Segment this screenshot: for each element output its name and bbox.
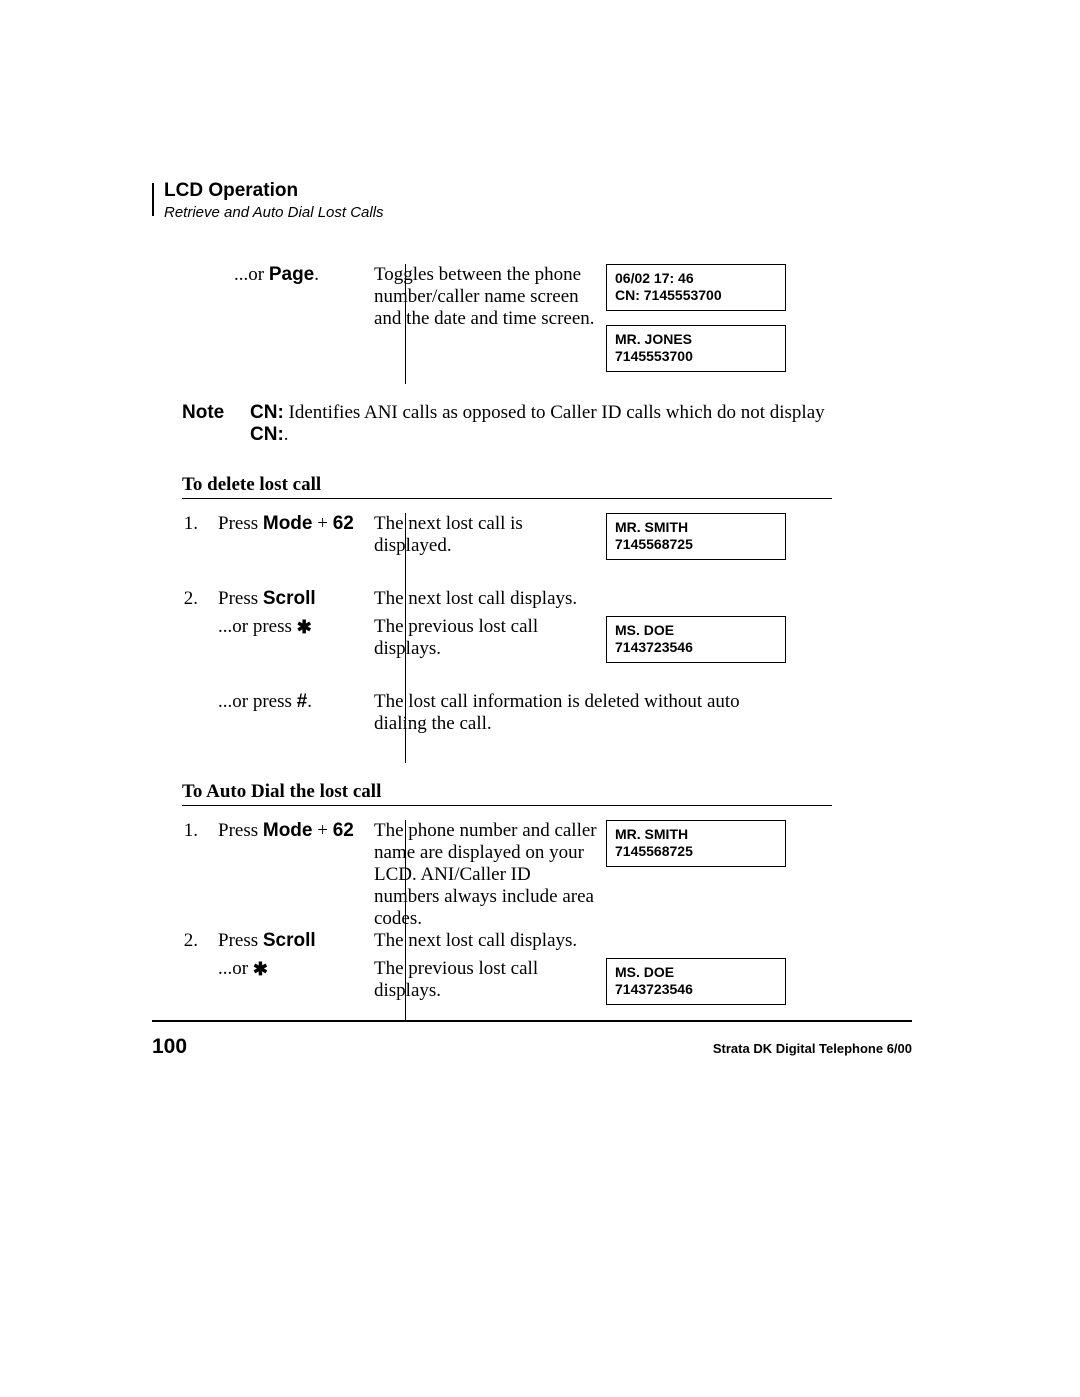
description-cell: The lost call information is deleted wit… — [374, 691, 804, 735]
lcd-column: MS. DOE 7143723546 — [606, 958, 802, 1019]
lcd-line: 7145568725 — [615, 843, 777, 860]
section-title: To Auto Dial the lost call — [182, 781, 832, 803]
description-cell: The phone number and caller name are dis… — [374, 820, 606, 930]
action-prefix: ...or — [234, 264, 269, 285]
action-prefix: ...or press — [218, 691, 297, 712]
page-header: LCD Operation Retrieve and Auto Dial Los… — [164, 180, 912, 222]
action-prefix: Press — [218, 588, 263, 609]
action-cell: Press Mode + 62 — [204, 513, 374, 535]
header-rule — [152, 183, 154, 216]
lcd-line: MS. DOE — [615, 964, 777, 981]
note-suffix: . — [284, 424, 289, 445]
section-rule — [182, 498, 832, 499]
lcd-line: MR. JONES — [615, 331, 777, 348]
lcd-display: MR. JONES 7145553700 — [606, 325, 786, 372]
lcd-display: 06/02 17: 46 CN: 7145553700 — [606, 264, 786, 311]
note-body: CN: Identifies ANI calls as opposed to C… — [250, 402, 832, 446]
action-cell: Press Scroll — [204, 930, 374, 952]
action-cell: ...or Page. — [204, 264, 374, 286]
scroll-key: Scroll — [263, 930, 316, 951]
step-number: 1. — [182, 820, 204, 842]
star-icon: ✱ — [253, 959, 268, 979]
lcd-line: MR. SMITH — [615, 519, 777, 536]
action-prefix: Press — [218, 930, 263, 951]
mode-key: Mode — [263, 513, 313, 534]
lcd-column: MS. DOE 7143723546 — [606, 616, 802, 677]
note-label: Note — [182, 402, 250, 446]
lcd-column: MR. SMITH 7145568725 — [606, 513, 802, 574]
star-icon: ✱ — [297, 617, 312, 637]
plus-text: + — [312, 820, 332, 841]
note-block: Note CN: Identifies ANI calls as opposed… — [182, 402, 832, 446]
mode-key: Mode — [263, 820, 313, 841]
header-title: LCD Operation — [164, 180, 912, 202]
column-separator — [405, 513, 406, 763]
lcd-line: CN: 7145553700 — [615, 287, 777, 304]
footer-rule — [152, 1020, 912, 1022]
header-subtitle: Retrieve and Auto Dial Lost Calls — [164, 204, 912, 222]
note-bold: CN: — [250, 424, 284, 445]
description-cell: Toggles between the phone number/caller … — [374, 264, 606, 330]
lcd-line: MS. DOE — [615, 622, 777, 639]
action-prefix: ...or — [218, 958, 253, 979]
step-number: 2. — [182, 588, 204, 610]
lcd-display: MS. DOE 7143723546 — [606, 616, 786, 663]
note-bold: CN: — [250, 402, 284, 423]
plus-text: + — [312, 513, 332, 534]
lcd-display: MS. DOE 7143723546 — [606, 958, 786, 1005]
code-text: 62 — [333, 513, 354, 534]
step-number: 2. — [182, 930, 204, 952]
lcd-line: 7143723546 — [615, 981, 777, 998]
lcd-line: MR. SMITH — [615, 826, 777, 843]
action-prefix: ...or press — [218, 616, 297, 637]
action-prefix: Press — [218, 513, 263, 534]
page-number: 100 — [152, 1035, 187, 1059]
lcd-display: MR. SMITH 7145568725 — [606, 513, 786, 560]
lcd-column: 06/02 17: 46 CN: 7145553700 MR. JONES 71… — [606, 264, 802, 386]
action-cell: ...or ✱ — [204, 958, 374, 980]
column-separator — [405, 820, 406, 1020]
description-cell: The previous lost call displays. — [374, 958, 606, 1002]
page-footer: 100 Strata DK Digital Telephone 6/00 — [152, 1035, 912, 1059]
action-prefix: Press — [218, 820, 263, 841]
lcd-line: 7143723546 — [615, 639, 777, 656]
lcd-line: 7145553700 — [615, 348, 777, 365]
action-suffix: . — [307, 691, 312, 712]
section-rule — [182, 805, 832, 806]
section-title: To delete lost call — [182, 474, 832, 496]
description-cell: The next lost call is displayed. — [374, 513, 606, 557]
lcd-line: 06/02 17: 46 — [615, 270, 777, 287]
footer-text: Strata DK Digital Telephone 6/00 — [713, 1041, 912, 1056]
hash-icon: # — [297, 691, 308, 712]
lcd-line: 7145568725 — [615, 536, 777, 553]
note-text: Identifies ANI calls as opposed to Calle… — [284, 402, 825, 423]
description-cell: The next lost call displays. — [374, 930, 606, 952]
column-separator — [405, 264, 406, 384]
description-cell: The previous lost call displays. — [374, 616, 606, 660]
scroll-key: Scroll — [263, 588, 316, 609]
action-cell: Press Mode + 62 — [204, 820, 374, 842]
lcd-column: MR. SMITH 7145568725 — [606, 820, 802, 881]
action-cell: Press Scroll — [204, 588, 374, 610]
step-number: 1. — [182, 513, 204, 535]
description-cell: The next lost call displays. — [374, 588, 606, 610]
page-key: Page — [269, 264, 314, 285]
action-cell: ...or press #. — [204, 691, 374, 713]
lcd-display: MR. SMITH 7145568725 — [606, 820, 786, 867]
action-suffix: . — [314, 264, 319, 285]
code-text: 62 — [333, 820, 354, 841]
action-cell: ...or press ✱ — [204, 616, 374, 638]
